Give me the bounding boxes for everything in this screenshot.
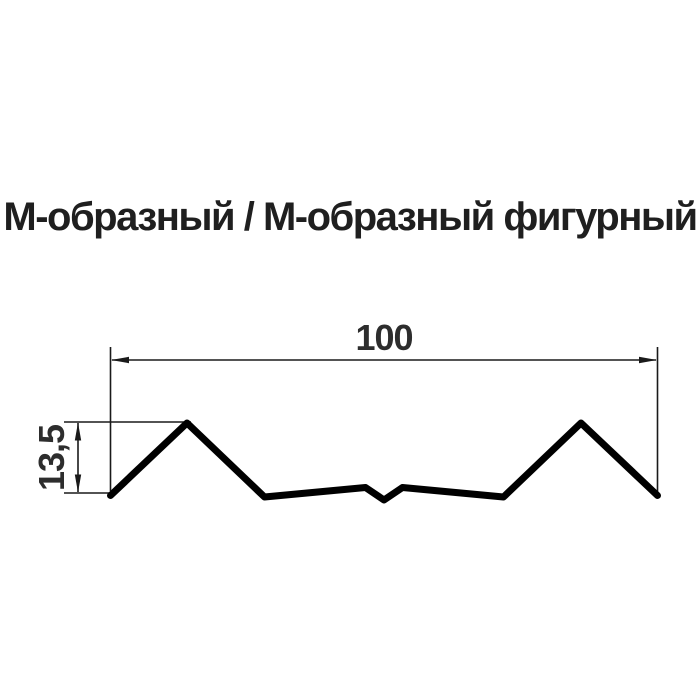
page-title: М-образный / М-образный фигурный: [3, 195, 698, 239]
arrow-up-icon: [74, 422, 82, 441]
arrow-left-icon: [111, 356, 129, 364]
height-dimension-label: 13,5: [31, 424, 72, 491]
profile-outline: [107, 419, 661, 504]
width-dimension: 100: [109, 317, 659, 496]
arrow-right-icon: [639, 356, 657, 364]
height-dimension: 13,5: [31, 421, 191, 494]
arrow-down-icon: [74, 474, 82, 493]
width-dimension-label: 100: [355, 317, 412, 358]
